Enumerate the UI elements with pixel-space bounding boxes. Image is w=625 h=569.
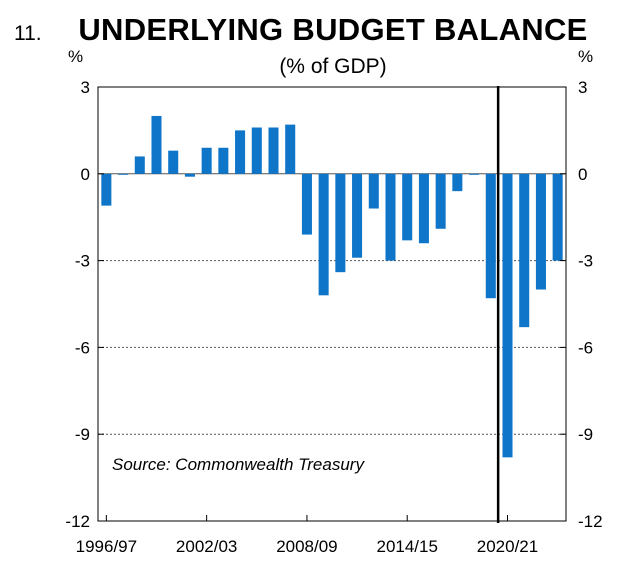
bar-1996/97: [101, 173, 112, 206]
bar-2015/16: [418, 173, 429, 244]
bar-2009/10: [318, 173, 329, 296]
y-unit-right: %: [578, 47, 594, 66]
bar-2013/14: [385, 173, 396, 261]
plot-frame: [97, 86, 567, 522]
source-annotation: Source: Commonwealth Treasury: [112, 455, 365, 474]
y-tick-label-right: -12: [578, 512, 603, 531]
y-tick-label-left: -6: [75, 338, 90, 357]
y-tick-label-right: 3: [578, 78, 587, 97]
bar-1998/99: [134, 156, 145, 174]
y-tick-label-right: -3: [578, 252, 593, 271]
bar-2001/02: [184, 173, 195, 177]
bar-2020/21: [502, 173, 513, 458]
x-tick-label: 1996/97: [76, 537, 137, 556]
y-tick-label-right: -6: [578, 338, 593, 357]
y-tick-label-left: -3: [75, 252, 90, 271]
y-tick-label-left: -9: [75, 425, 90, 444]
x-tick-label: 2008/09: [276, 537, 337, 556]
bar-2007/08: [285, 124, 296, 174]
chart-title: UNDERLYING BUDGET BALANCE: [78, 12, 588, 47]
bar-2000/01: [168, 150, 179, 174]
bar-2014/15: [402, 173, 413, 241]
bar-2012/13: [368, 173, 379, 209]
y-tick-label-left: -12: [65, 512, 90, 531]
y-tick-label-right: 0: [578, 165, 587, 184]
y-tick-label-left: 0: [81, 165, 90, 184]
bar-2023/24: [552, 173, 563, 261]
bar-2018/19: [469, 173, 480, 175]
x-tick-label: 2020/21: [477, 537, 538, 556]
bar-1999/00: [151, 115, 162, 174]
x-tick-label: 2014/15: [376, 537, 437, 556]
bar-2004/05: [235, 130, 246, 174]
x-tick-label: 2002/03: [176, 537, 237, 556]
bar-2010/11: [335, 173, 346, 273]
bar-2003/04: [218, 147, 229, 174]
bar-2002/03: [201, 147, 212, 174]
bar-2006/07: [268, 127, 279, 174]
bar-2017/18: [452, 173, 463, 192]
bar-2019/20: [485, 173, 496, 299]
bar-2022/23: [535, 173, 546, 290]
bar-2011/12: [352, 173, 363, 258]
y-tick-label-left: 3: [81, 78, 90, 97]
chart-subtitle: (% of GDP): [279, 55, 387, 78]
bar-2016/17: [435, 173, 446, 229]
chart-number: 11.: [14, 22, 42, 45]
y-tick-label-right: -9: [578, 425, 593, 444]
bar-2005/06: [251, 127, 262, 174]
bar-1997/98: [118, 173, 129, 175]
bar-2008/09: [301, 173, 312, 235]
y-unit-left: %: [68, 47, 84, 66]
bar-2021/22: [519, 173, 530, 328]
